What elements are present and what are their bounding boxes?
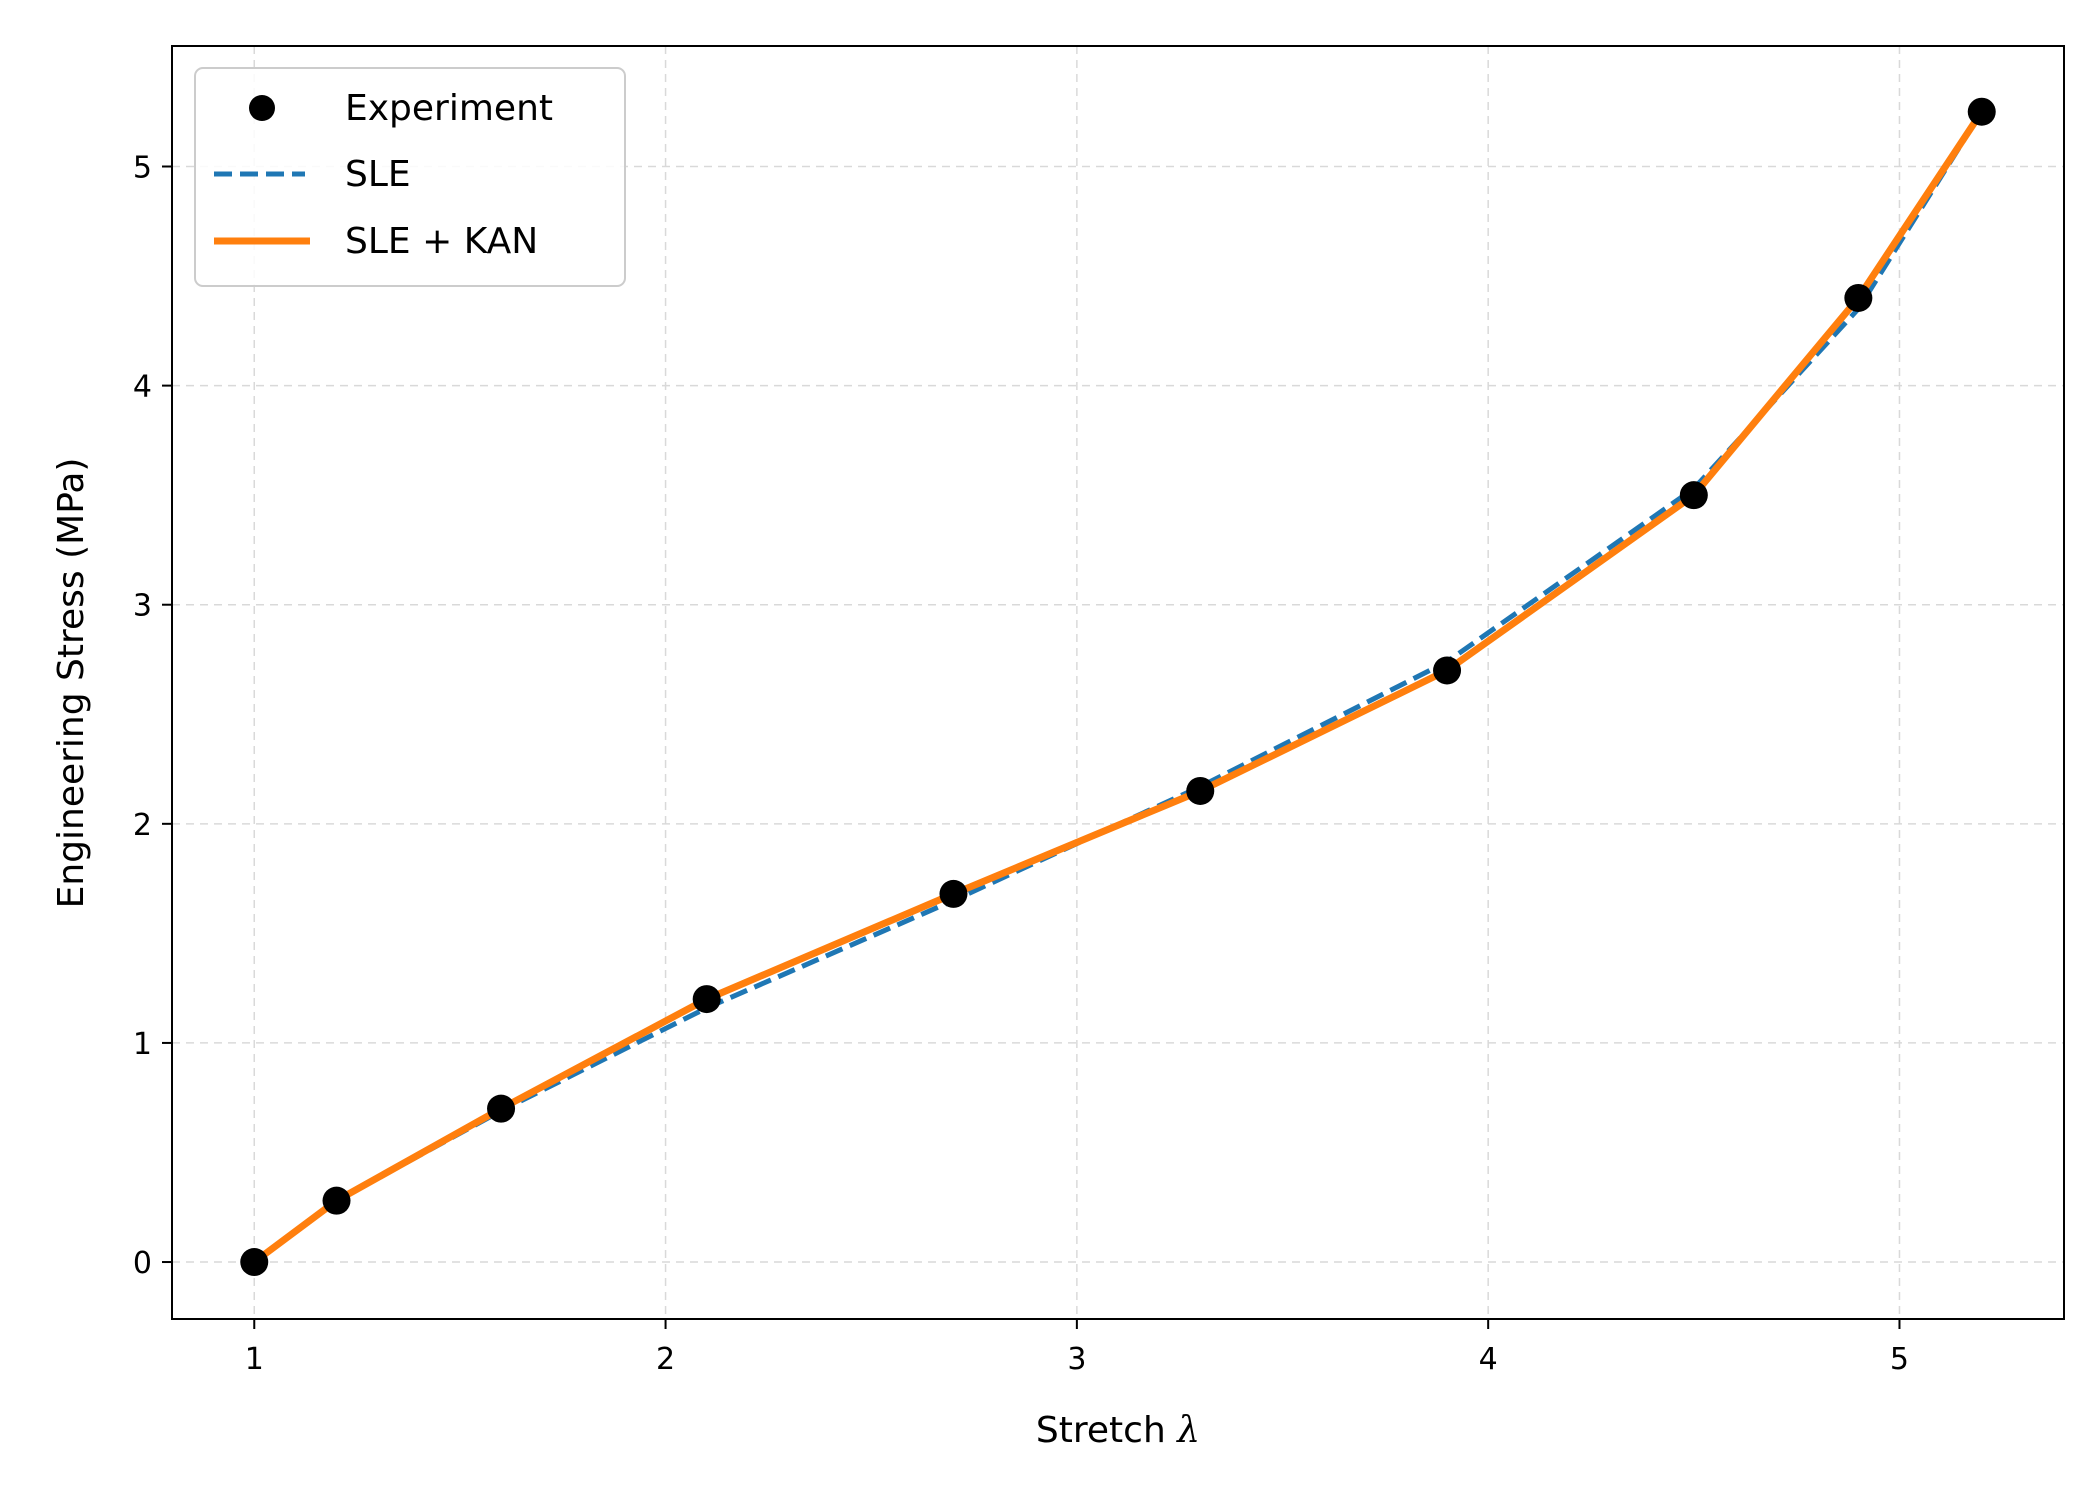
experiment-point (1186, 776, 1215, 805)
experiment-point (939, 879, 968, 908)
experiment-point (1844, 283, 1873, 312)
experiment-point (487, 1094, 516, 1123)
legend-label-experiment: Experiment (345, 88, 553, 129)
series-line-sle-kan (252, 109, 1985, 1265)
y-tick-label: 3 (133, 589, 152, 624)
experiment-point (1967, 97, 1996, 126)
legend: Experiment SLE SLE + KAN (194, 67, 626, 287)
y-tick-label: 5 (133, 151, 152, 186)
y-tick-label: 4 (133, 370, 152, 405)
experiment-point (240, 1248, 269, 1277)
x-axis-label-symbol: λ (1175, 1410, 1200, 1451)
y-tick-label: 0 (133, 1246, 152, 1281)
legend-label-sle-kan: SLE + KAN (345, 221, 538, 262)
legend-marker-experiment (249, 95, 275, 121)
experiment-point (1679, 481, 1708, 510)
x-tick-label: 1 (245, 1342, 264, 1377)
axis-ticks: 1 2 3 4 5 0 1 2 3 4 5 (133, 151, 1909, 1377)
experiment-point (692, 985, 721, 1014)
legend-label-sle: SLE (345, 154, 411, 195)
x-tick-label: 4 (1479, 1342, 1498, 1377)
y-axis-label: Engineering Stress (MPa) (51, 458, 92, 909)
plot-frame (171, 45, 2065, 1320)
x-tick-label: 5 (1890, 1342, 1909, 1377)
x-axis-label: Stretch λ (1036, 1410, 1200, 1451)
x-tick-label: 2 (656, 1342, 675, 1377)
experiment-point (1433, 656, 1462, 685)
experiment-point (322, 1186, 351, 1215)
x-tick-label: 3 (1067, 1342, 1086, 1377)
plot-series (240, 97, 1996, 1277)
legend-box (194, 67, 626, 287)
y-tick-label: 1 (133, 1027, 152, 1062)
y-tick-label: 2 (133, 808, 152, 843)
x-axis-label-text: Stretch (1036, 1410, 1166, 1451)
